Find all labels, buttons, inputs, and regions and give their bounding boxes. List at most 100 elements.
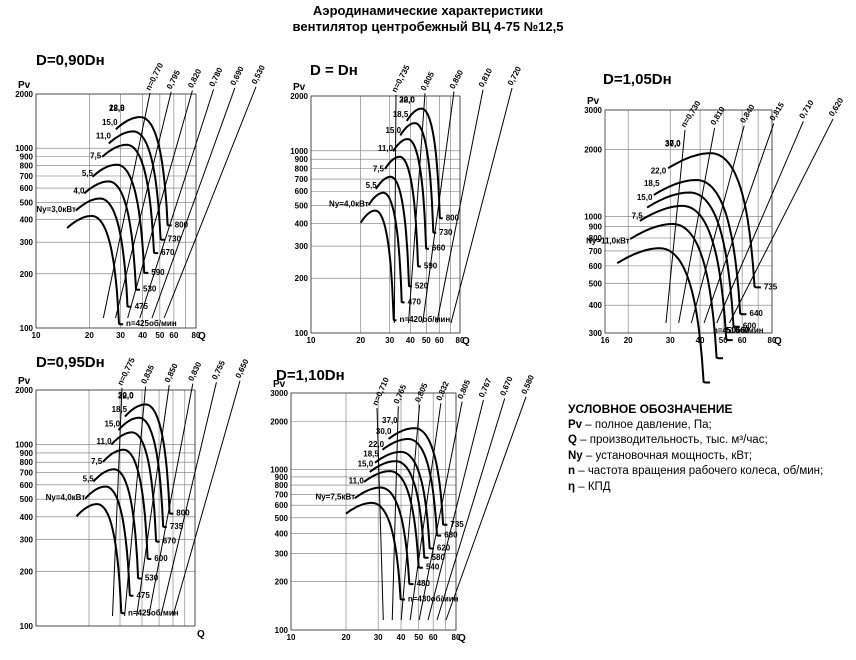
- speed-label: 735: [764, 282, 778, 291]
- y-tick-label: 500: [20, 495, 34, 504]
- power-label: 4,0: [73, 187, 85, 196]
- y-tick-label: 2000: [15, 386, 33, 395]
- y-tick-label: 300: [295, 242, 309, 251]
- y-tick-label: 800: [275, 481, 289, 490]
- speed-curve: [616, 247, 710, 384]
- efficiency-line: [148, 383, 194, 617]
- plot-frame: [290, 392, 457, 631]
- power-label: 30,0: [399, 95, 415, 104]
- efficiency-label: 0,805: [456, 378, 473, 400]
- efficiency-line: [136, 385, 170, 617]
- power-label: 37,0: [382, 416, 398, 425]
- plot-frame: [310, 95, 461, 334]
- y-tick-label: 700: [589, 247, 603, 256]
- x-tick-label: 30: [385, 336, 394, 345]
- y-tick-label: 900: [20, 449, 34, 458]
- x-tick-label: 20: [624, 336, 633, 345]
- efficiency-line: [445, 396, 527, 621]
- x-tick-label: 16: [601, 336, 610, 345]
- power-label: 18,5: [109, 104, 125, 113]
- y-tick-label: 600: [589, 262, 603, 271]
- efficiency-label: 0,805: [413, 381, 430, 403]
- efficiency-line: [703, 123, 775, 324]
- power-label: 18,5: [112, 405, 128, 414]
- speed-curve: [384, 155, 421, 268]
- speed-label: 680: [444, 531, 458, 540]
- efficiency-line: [729, 118, 834, 324]
- x-tick-label: 40: [406, 336, 415, 345]
- speed-label: 470: [408, 297, 422, 306]
- efficiency-line: [376, 407, 384, 621]
- speed-label: 520: [415, 281, 429, 290]
- power-label: 15,0: [104, 419, 120, 428]
- power-label: 7,5: [373, 164, 385, 173]
- power-label: 11,0: [378, 144, 394, 153]
- y-tick-label: 300: [20, 535, 34, 544]
- speed-label: 580: [432, 553, 446, 562]
- y-axis-label: Pv: [18, 376, 31, 387]
- efficiency-line: [422, 91, 455, 324]
- y-tick-label: 800: [20, 458, 34, 467]
- y-tick-label: 600: [20, 184, 34, 193]
- speed-curve: [392, 138, 429, 250]
- y-tick-label: 700: [295, 175, 309, 184]
- x-tick-label: 50: [719, 336, 728, 345]
- legend-heading: УСЛОВНОЕ ОБОЗНАЧЕНИЕ: [568, 402, 733, 416]
- y-axis-label: Pv: [18, 80, 31, 91]
- speed-label: 660: [432, 244, 446, 253]
- power-label: Ny=3,0кВт: [36, 205, 76, 214]
- chart-title-line1: Аэродинамические характеристики: [312, 3, 544, 18]
- power-label: 7,5: [91, 457, 103, 466]
- y-tick-label: 1000: [290, 147, 308, 156]
- speed-curve: [387, 427, 448, 526]
- speed-curve: [381, 438, 442, 537]
- plot-frame: [35, 93, 197, 329]
- legend-item: Q – производительность, тыс. м³/час;: [568, 434, 768, 446]
- speed-curve: [92, 468, 142, 580]
- efficiency-line: [115, 91, 172, 319]
- speed-label: 540: [426, 563, 440, 572]
- efficiency-line: [393, 94, 397, 324]
- panel-title: D=1,05Dн: [603, 71, 672, 88]
- speed-label: 590: [151, 268, 165, 277]
- x-axis-label: Q: [462, 336, 470, 347]
- y-tick-label: 1000: [270, 466, 288, 475]
- y-tick-label: 500: [589, 280, 603, 289]
- power-label: 11,0: [96, 132, 112, 141]
- power-label: 22,0: [369, 440, 385, 449]
- speed-label: 800: [175, 220, 189, 229]
- y-tick-label: 400: [20, 216, 34, 225]
- legend-item: n – частота вращения рабочего колеса, об…: [568, 465, 824, 477]
- speed-curve: [367, 191, 405, 304]
- y-tick-label: 600: [275, 501, 289, 510]
- speed-curve: [110, 431, 160, 543]
- x-tick-label: 60: [429, 633, 438, 642]
- power-label: 5,5: [366, 181, 378, 190]
- efficiency-label: 0,670: [498, 375, 515, 397]
- x-tick-label: 60: [738, 336, 747, 345]
- efficiency-line: [409, 403, 442, 621]
- speed-label: 800: [176, 509, 190, 518]
- power-label: 22,0: [651, 166, 667, 175]
- x-tick-label: 40: [138, 331, 147, 340]
- x-axis-label: Q: [198, 331, 206, 342]
- power-label: 18,5: [363, 449, 379, 458]
- speed-label: 475: [136, 591, 150, 600]
- panel-title: D = Dн: [310, 62, 358, 79]
- y-tick-label: 800: [589, 234, 603, 243]
- speed-curve: [639, 204, 733, 342]
- x-tick-label: 50: [155, 331, 164, 340]
- y-tick-label: 600: [295, 187, 309, 196]
- y-tick-label: 200: [20, 567, 34, 576]
- efficiency-label: 0,580: [520, 373, 537, 395]
- power-label: 15,0: [102, 118, 118, 127]
- speed-label: n=450об/мин: [713, 326, 764, 335]
- speed-curve: [363, 470, 423, 569]
- efficiency-label: 0,832: [434, 380, 451, 402]
- speed-curve: [101, 143, 159, 255]
- x-tick-label: 10: [307, 336, 316, 345]
